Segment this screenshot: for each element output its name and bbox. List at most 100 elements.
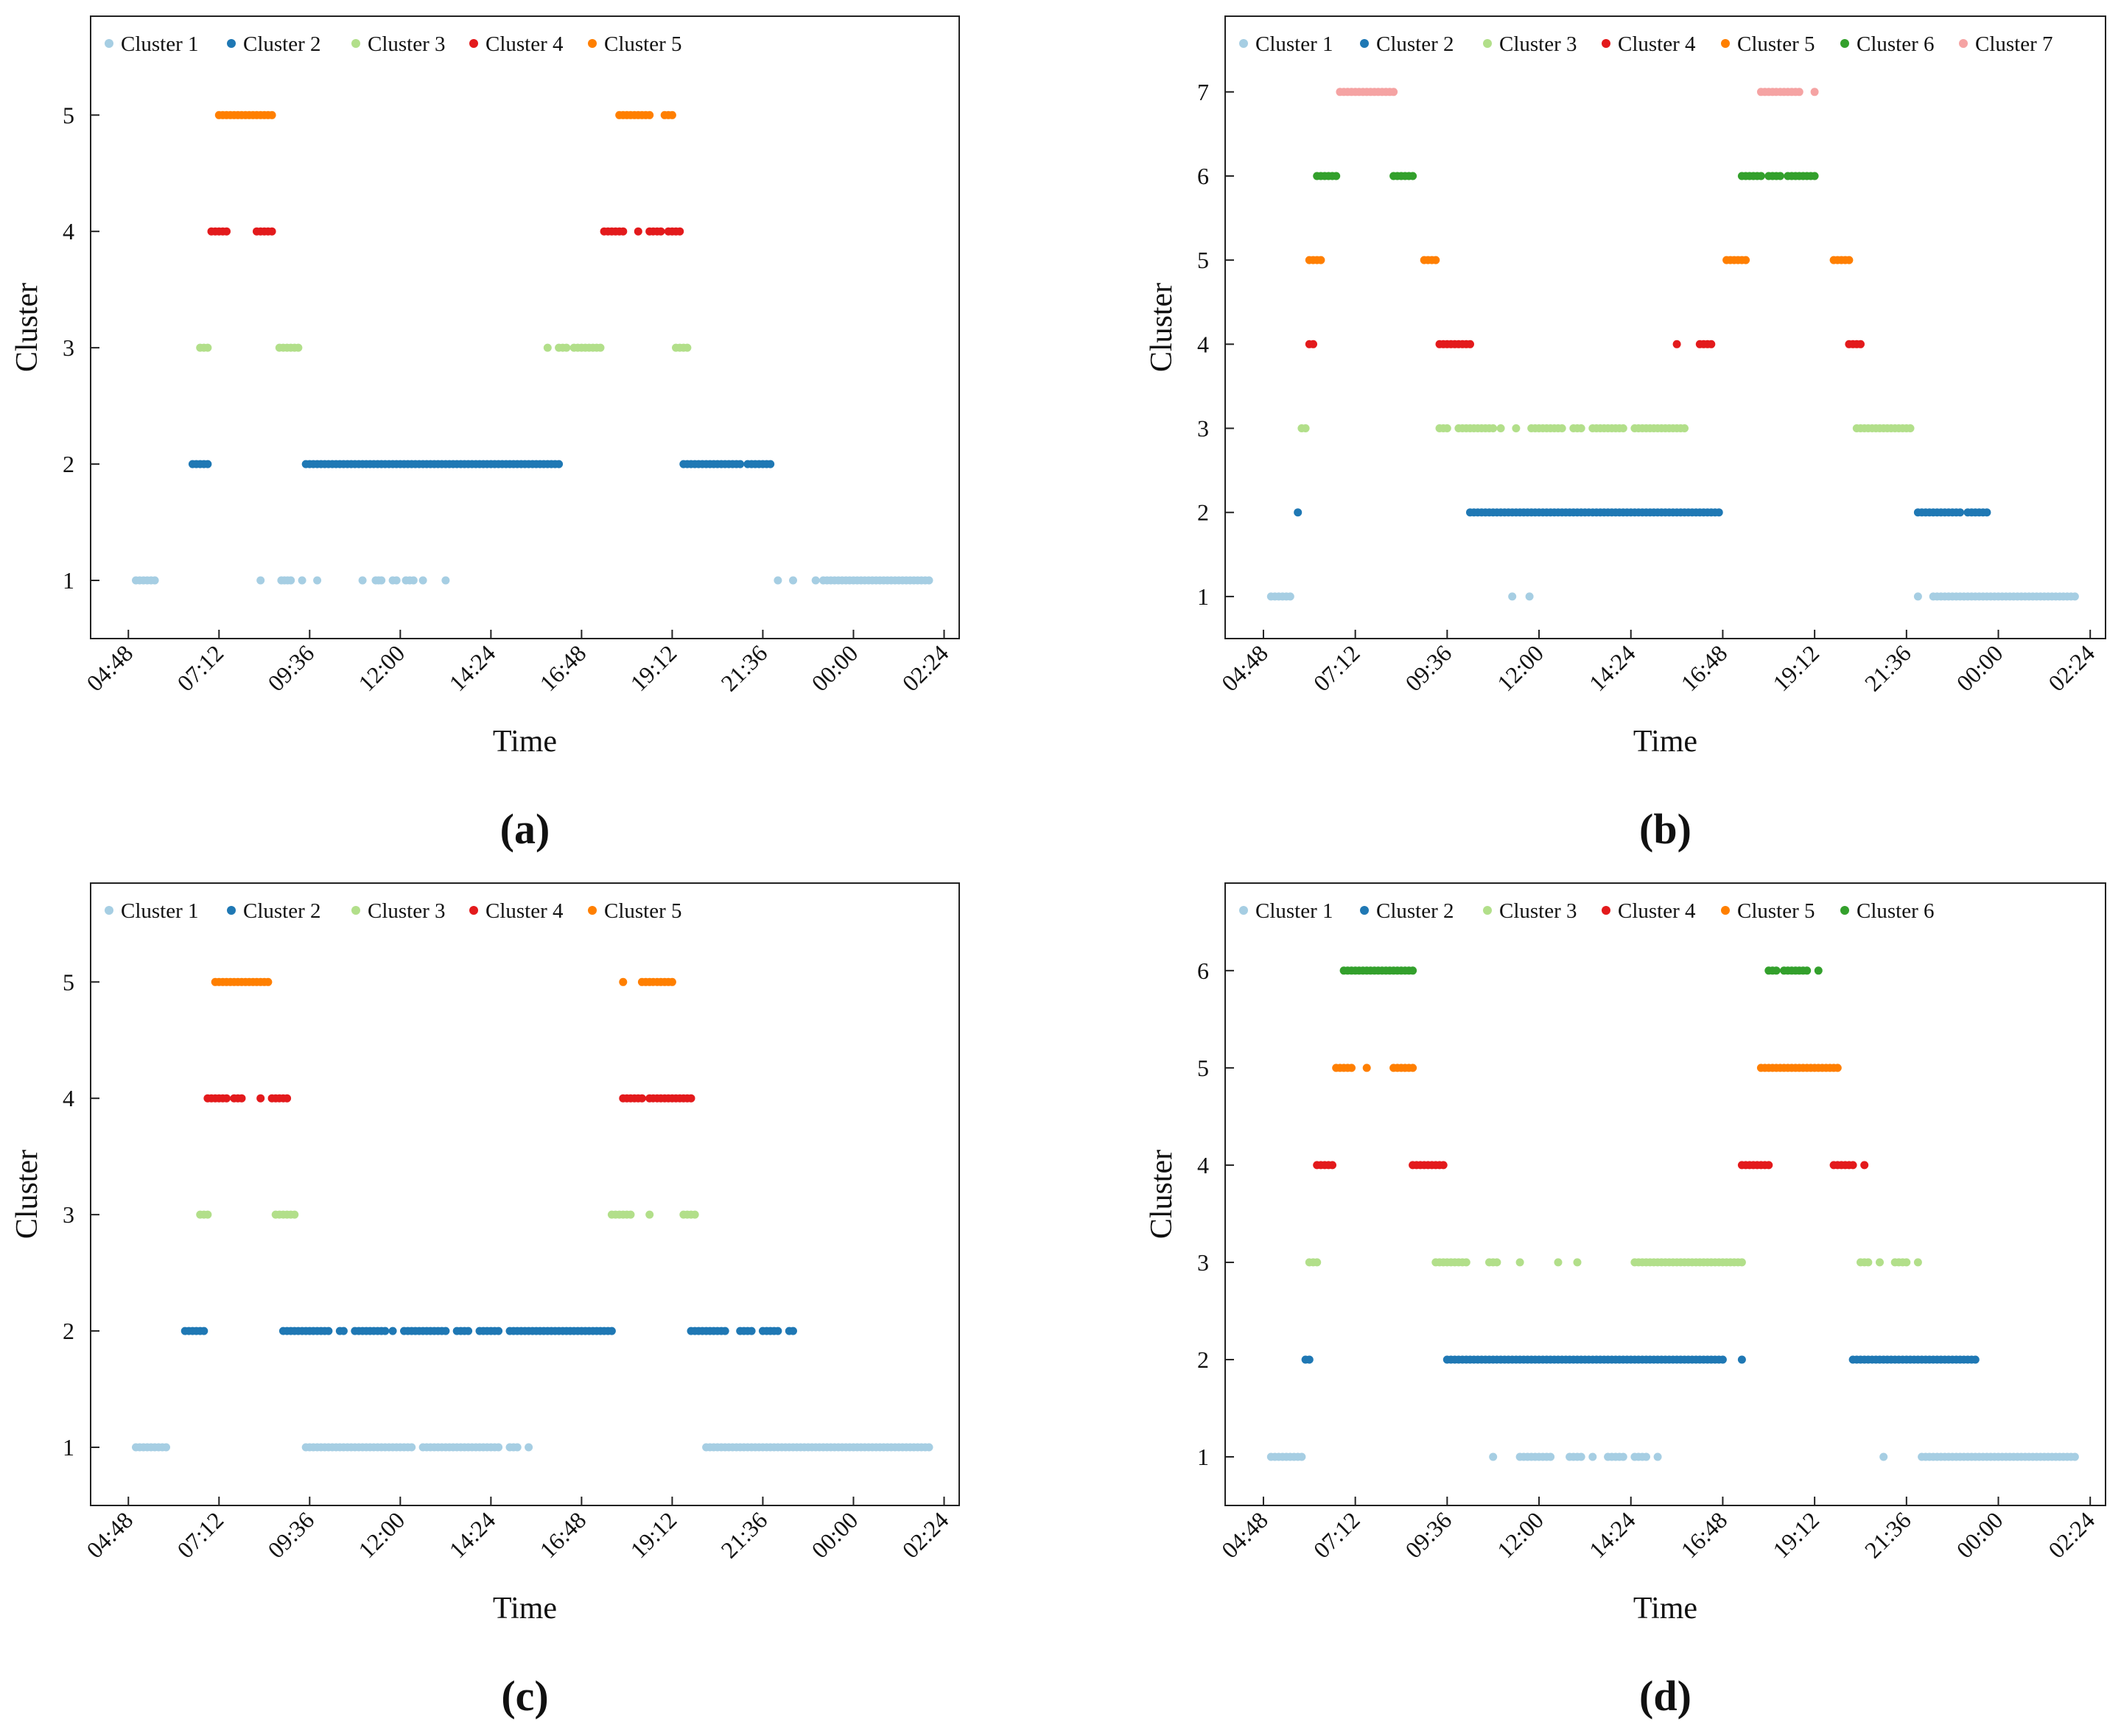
- data-point: [525, 1443, 533, 1452]
- x-tick-label: 04:48: [1216, 1506, 1273, 1563]
- data-point: [1301, 424, 1310, 432]
- legend-marker: [1959, 39, 1968, 48]
- x-tick-label: 00:00: [806, 639, 863, 696]
- data-point: [596, 343, 605, 352]
- series-3: [196, 1210, 699, 1219]
- series-2: [188, 460, 775, 468]
- x-tick-label: 00:00: [1951, 1506, 2008, 1563]
- series-2: [1294, 508, 1991, 517]
- y-axis-title: Cluster: [1145, 1150, 1179, 1239]
- data-point: [1857, 340, 1865, 348]
- legend-marker: [1721, 39, 1730, 48]
- x-tick-label: 14:24: [444, 1506, 500, 1563]
- data-point: [925, 1443, 933, 1452]
- x-tick-label: 14:24: [1584, 1506, 1641, 1563]
- chart-panel-1: 1 2 3 4 5 04:48 07:12 09:36 12:00 14:24 16:48 19:12…: [10, 15, 960, 853]
- data-point: [464, 1326, 473, 1335]
- panel-label: (b): [1639, 805, 1691, 853]
- data-point: [1305, 1355, 1314, 1364]
- plot-frame: [1224, 15, 2106, 639]
- y-axis-title: Cluster: [10, 1150, 44, 1239]
- data-point: [766, 460, 775, 468]
- data-point: [1409, 172, 1417, 180]
- data-point: [1313, 1258, 1322, 1267]
- panel-label: (c): [501, 1672, 548, 1720]
- data-point: [555, 460, 564, 468]
- data-point: [1956, 508, 1965, 517]
- data-point: [377, 576, 386, 585]
- legend-entry: Cluster 3: [1499, 899, 1577, 923]
- data-point: [150, 576, 159, 585]
- legend-marker: [588, 39, 597, 48]
- series-6: [1339, 966, 1823, 975]
- data-point: [656, 227, 665, 236]
- y-tick-label: 2: [1197, 1346, 1209, 1373]
- legend-marker: [588, 906, 597, 915]
- x-tick-label: 19:12: [1767, 639, 1824, 696]
- data-point: [1328, 1161, 1336, 1170]
- data-point: [1489, 424, 1498, 432]
- data-point: [494, 1443, 503, 1452]
- x-tick-label: 14:24: [1584, 639, 1641, 696]
- data-point: [358, 576, 367, 585]
- data-point: [1848, 1161, 1857, 1170]
- data-point: [1653, 1452, 1662, 1461]
- data-point: [298, 576, 306, 585]
- y-axis-title: Cluster: [10, 283, 44, 372]
- data-point: [543, 343, 552, 352]
- data-point: [619, 227, 628, 236]
- series-3: [196, 343, 692, 352]
- legend-marker: [469, 906, 478, 915]
- legend-entry: Cluster 3: [368, 32, 446, 56]
- data-point: [409, 576, 418, 585]
- data-point: [1389, 88, 1398, 96]
- data-point: [1737, 1258, 1746, 1267]
- y-tick-label: 5: [63, 102, 74, 128]
- data-point: [1515, 1258, 1524, 1267]
- x-tick-label: 16:48: [1675, 639, 1732, 696]
- data-point: [562, 343, 571, 352]
- x-tick-label: 04:48: [81, 639, 138, 696]
- x-tick-label: 21:36: [715, 639, 772, 696]
- y-tick-label: 6: [1197, 163, 1209, 189]
- x-tick-label: 02:24: [2043, 1506, 2100, 1563]
- x-tick-label: 02:24: [897, 639, 953, 696]
- data-point: [1906, 424, 1915, 432]
- legend-entry: Cluster 5: [1737, 32, 1815, 56]
- y-tick-label: 2: [63, 451, 74, 477]
- data-point: [1772, 966, 1781, 975]
- legend-marker: [105, 39, 113, 48]
- legend-entry: Cluster 2: [243, 899, 321, 923]
- x-tick-label: 07:12: [172, 1506, 228, 1563]
- data-point: [1810, 172, 1819, 180]
- data-point: [256, 1094, 265, 1103]
- x-tick-label: 21:36: [1859, 1506, 1916, 1563]
- data-point: [1680, 424, 1689, 432]
- x-tick-label: 04:48: [81, 1506, 138, 1563]
- legend-marker: [351, 906, 360, 915]
- legend-marker: [1483, 906, 1492, 915]
- data-point: [1554, 1258, 1563, 1267]
- y-tick-label: 1: [63, 567, 74, 594]
- data-point: [1409, 1064, 1417, 1072]
- data-point: [1409, 966, 1417, 975]
- data-point: [294, 343, 303, 352]
- data-point: [513, 1443, 522, 1452]
- legend-marker: [227, 906, 236, 915]
- data-point: [1707, 340, 1716, 348]
- x-tick-label: 16:48: [534, 639, 591, 696]
- data-point: [264, 977, 273, 986]
- x-tick-label: 09:36: [1400, 639, 1456, 696]
- legend-entry: Cluster 4: [1618, 899, 1696, 923]
- y-tick-label: 3: [1197, 415, 1209, 442]
- data-point: [1317, 256, 1325, 264]
- data-point: [441, 576, 450, 585]
- legend-marker: [1239, 906, 1248, 915]
- x-tick-label: 07:12: [1308, 639, 1365, 696]
- series-1: [132, 576, 933, 585]
- legend-entry: Cluster 6: [1857, 899, 1935, 923]
- data-point: [203, 460, 212, 468]
- data-point: [1913, 1258, 1922, 1267]
- data-point: [667, 977, 676, 986]
